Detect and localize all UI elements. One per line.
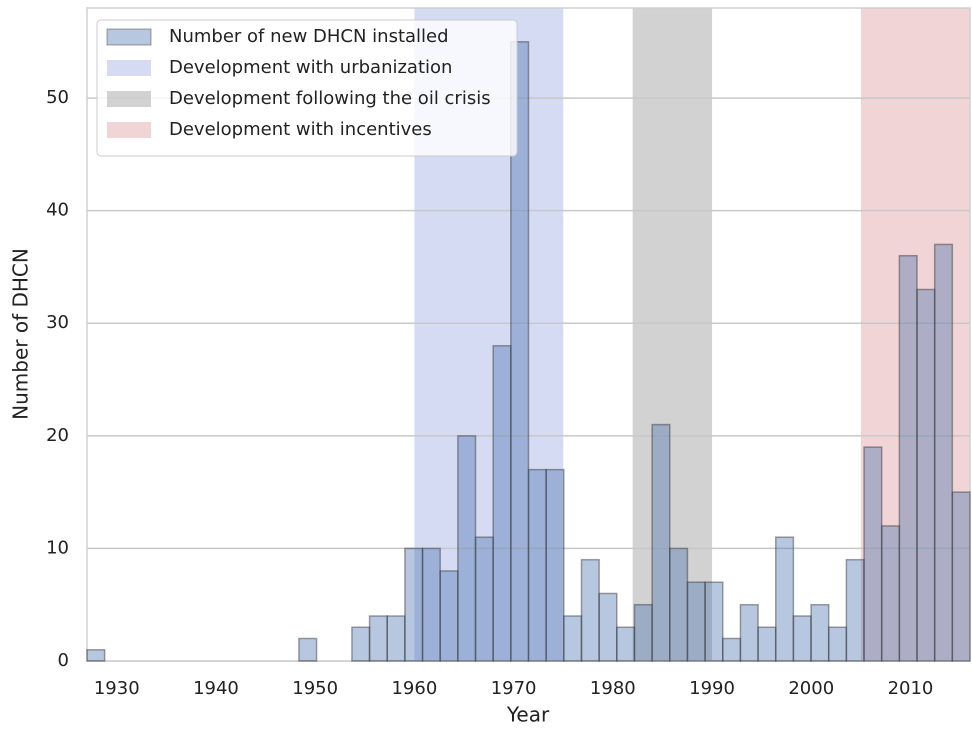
bar <box>86 648 106 662</box>
x-tick-label: 1980 <box>590 678 636 699</box>
span <box>632 8 713 661</box>
bar <box>880 525 901 662</box>
x-tick-label: 1960 <box>391 678 437 699</box>
bar <box>439 570 459 662</box>
bar <box>386 615 406 662</box>
bar <box>651 423 671 662</box>
bar <box>845 558 865 662</box>
bar <box>633 603 653 662</box>
x-tick-label: 1930 <box>94 678 140 699</box>
bar <box>421 547 441 662</box>
x-tick-label: 1940 <box>193 678 239 699</box>
bar <box>351 626 371 662</box>
bar <box>933 243 954 662</box>
bar <box>757 626 777 662</box>
legend-label: Development with urbanization <box>169 57 452 78</box>
bar <box>722 637 742 662</box>
bar <box>863 446 883 662</box>
bar <box>686 581 706 662</box>
y-axis-label: Number of DHCN <box>9 248 33 420</box>
bar <box>492 345 512 662</box>
plot-frame <box>86 7 971 662</box>
bar <box>563 615 583 662</box>
bar <box>810 603 830 662</box>
x-axis-label: Year <box>506 703 550 727</box>
legend-box <box>96 19 518 157</box>
legend-label: Number of new DHCN installed <box>169 26 449 47</box>
bar <box>898 254 918 662</box>
bar <box>527 468 547 662</box>
y-tick-label: 30 <box>46 312 69 333</box>
bar <box>792 615 812 662</box>
bar <box>704 581 724 662</box>
bar <box>827 626 848 662</box>
bar <box>474 536 494 662</box>
y-tick-label: 10 <box>46 537 69 558</box>
bar <box>457 435 477 662</box>
legend-swatch <box>107 122 151 138</box>
bar <box>580 558 600 662</box>
x-tick-label: 2010 <box>888 678 934 699</box>
bar <box>368 615 388 662</box>
x-tick-label: 2000 <box>788 678 834 699</box>
bar <box>298 637 318 662</box>
bar <box>510 41 530 662</box>
legend: Number of new DHCN installed Development … <box>96 19 518 157</box>
legend-label: Development following the oil crisis <box>169 88 491 109</box>
x-tick-label: 1970 <box>491 678 537 699</box>
bar <box>669 547 689 662</box>
bar <box>739 603 759 662</box>
bar <box>916 288 936 662</box>
bar <box>616 626 636 662</box>
bar <box>598 592 618 662</box>
y-tick-label: 50 <box>46 87 69 108</box>
bar <box>545 468 565 662</box>
y-tick-label: 0 <box>58 650 69 671</box>
bar <box>774 536 795 662</box>
legend-swatch <box>106 28 152 46</box>
y-tick-label: 20 <box>46 425 69 446</box>
bar <box>404 547 424 662</box>
y-tick-label: 40 <box>46 200 69 221</box>
legend-swatch <box>107 60 151 76</box>
legend-swatch <box>107 91 151 107</box>
legend-label: Development with incentives <box>169 119 432 140</box>
bar <box>951 491 971 662</box>
x-tick-label: 1950 <box>292 678 338 699</box>
span <box>860 8 970 661</box>
x-tick-label: 1990 <box>689 678 735 699</box>
